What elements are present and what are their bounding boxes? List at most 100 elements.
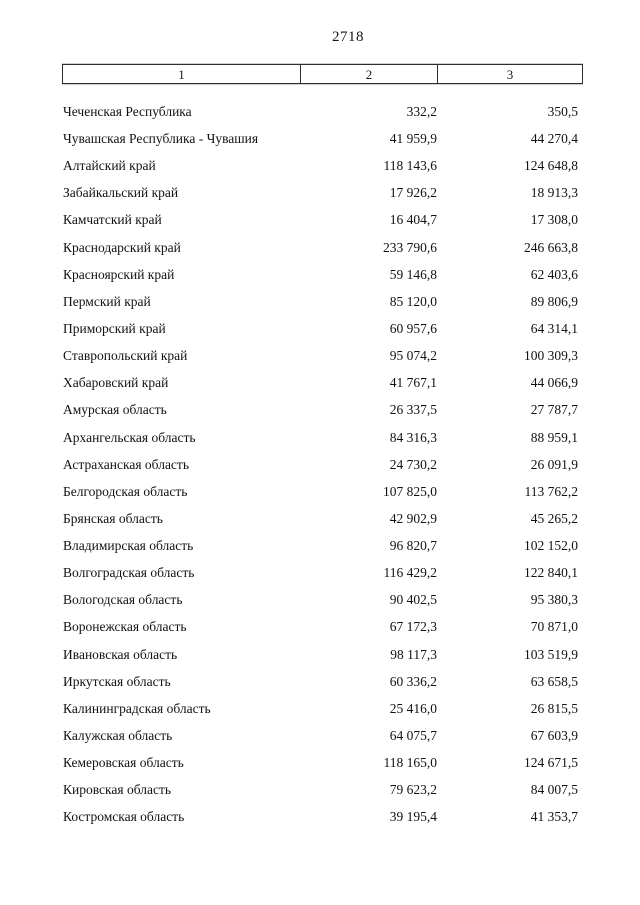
value-col-2: 116 429,2 xyxy=(383,565,438,581)
value-col-3: 44 066,9 xyxy=(530,375,578,391)
value-col-3: 122 840,1 xyxy=(524,565,578,581)
table-row: Волгоградская область 116 429,2 122 840,1 xyxy=(62,559,583,586)
region-name: Кемеровская область xyxy=(63,755,184,771)
region-name: Воронежская область xyxy=(63,619,187,635)
region-name: Красноярский край xyxy=(63,266,175,282)
value-col-3: 26 091,9 xyxy=(530,456,578,472)
value-col-3: 62 403,6 xyxy=(530,266,578,282)
table-row: Приморский край 60 957,6 64 314,1 xyxy=(62,315,583,342)
value-col-2: 16 404,7 xyxy=(389,212,437,228)
value-col-3: 113 762,2 xyxy=(524,483,579,499)
value-col-3: 84 007,5 xyxy=(530,782,578,798)
region-name: Камчатский край xyxy=(63,212,162,228)
table-row: Воронежская область 67 172,3 70 871,0 xyxy=(62,614,583,641)
value-col-2: 25 416,0 xyxy=(389,700,437,716)
value-col-2: 107 825,0 xyxy=(383,483,437,499)
column-header-3: 3 xyxy=(506,66,514,82)
value-col-2: 64 075,7 xyxy=(389,728,437,744)
table-row: Хабаровский край 41 767,1 44 066,9 xyxy=(62,369,583,396)
value-col-3: 67 603,9 xyxy=(530,728,578,744)
table-body: Чеченская Республика 332,2 350,5 Чувашская … xyxy=(62,98,583,831)
value-col-3: 102 152,0 xyxy=(524,538,578,554)
table-row: Пермский край 85 120,0 89 806,9 xyxy=(62,288,583,315)
table-column-header: 1 2 3 xyxy=(62,64,583,84)
table-row: Краснодарский край 233 790,6 246 663,8 xyxy=(62,234,583,261)
value-col-2: 26 337,5 xyxy=(389,402,437,418)
column-header-1: 1 xyxy=(63,65,301,83)
value-col-3: 64 314,1 xyxy=(530,320,578,336)
value-col-3: 41 353,7 xyxy=(530,809,578,825)
region-name: Краснодарский край xyxy=(63,239,181,255)
region-name: Пермский край xyxy=(63,293,151,309)
value-col-2: 90 402,5 xyxy=(389,592,437,608)
value-col-2: 24 730,2 xyxy=(389,456,437,472)
region-name: Чеченская Республика xyxy=(63,103,192,119)
value-col-3: 100 309,3 xyxy=(524,348,578,364)
value-col-2: 41 767,1 xyxy=(389,375,437,391)
region-name: Волгоградская область xyxy=(63,565,195,581)
table-row: Кемеровская область 118 165,0 124 671,5 xyxy=(62,749,583,776)
value-col-2: 79 623,2 xyxy=(389,782,437,798)
region-name: Приморский край xyxy=(63,320,166,336)
table-row: Амурская область 26 337,5 27 787,7 xyxy=(62,397,583,424)
page-number: 2718 xyxy=(332,29,364,45)
table-row: Камчатский край 16 404,7 17 308,0 xyxy=(62,207,583,234)
value-col-2: 60 336,2 xyxy=(389,673,437,689)
region-name: Чувашская Республика - Чувашия xyxy=(63,130,259,146)
region-name: Вологодская область xyxy=(63,592,183,608)
region-name: Калужская область xyxy=(63,728,173,744)
value-col-2: 60 957,6 xyxy=(389,320,437,336)
value-col-3: 88 959,1 xyxy=(530,429,578,445)
table-row: Кировская область 79 623,2 84 007,5 xyxy=(62,777,583,804)
value-col-3: 103 519,9 xyxy=(524,646,578,662)
value-col-2: 118 143,6 xyxy=(383,158,438,174)
value-col-3: 89 806,9 xyxy=(530,293,578,309)
region-name: Ивановская область xyxy=(63,646,178,662)
value-col-2: 84 316,3 xyxy=(389,429,437,445)
region-name: Забайкальский край xyxy=(63,185,179,201)
region-name: Костромская область xyxy=(63,809,185,825)
value-col-2: 233 790,6 xyxy=(383,239,437,255)
table-row: Брянская область 42 902,9 45 265,2 xyxy=(62,505,583,532)
region-name: Владимирская область xyxy=(63,538,194,554)
table-row: Белгородская область 107 825,0 113 762,2 xyxy=(62,478,583,505)
value-col-3: 63 658,5 xyxy=(530,673,578,689)
value-col-2: 98 117,3 xyxy=(390,646,437,662)
value-col-3: 246 663,8 xyxy=(524,239,578,255)
value-col-2: 67 172,3 xyxy=(389,619,437,635)
table-row: Иркутская область 60 336,2 63 658,5 xyxy=(62,668,583,695)
value-col-2: 332,2 xyxy=(406,103,437,119)
table-row: Забайкальский край 17 926,2 18 913,3 xyxy=(62,179,583,206)
table-row: Калининградская область 25 416,0 26 815,5 xyxy=(62,695,583,722)
value-col-2: 17 926,2 xyxy=(389,185,437,201)
value-col-3: 26 815,5 xyxy=(530,700,578,716)
value-col-2: 59 146,8 xyxy=(389,266,437,282)
region-name: Астраханская область xyxy=(63,456,189,472)
region-name: Ставропольский край xyxy=(63,348,188,364)
table-row: Вологодская область 90 402,5 95 380,3 xyxy=(62,587,583,614)
table-row: Ставропольский край 95 074,2 100 309,3 xyxy=(62,342,583,369)
value-col-3: 124 671,5 xyxy=(524,755,578,771)
table-row: Алтайский край 118 143,6 124 648,8 xyxy=(62,152,583,179)
value-col-2: 95 074,2 xyxy=(389,348,437,364)
table-row: Ивановская область 98 117,3 103 519,9 xyxy=(62,641,583,668)
table-row: Чувашская Республика - Чувашия 41 959,9 44… xyxy=(62,125,583,152)
value-col-3: 124 648,8 xyxy=(524,158,578,174)
region-name: Архангельская область xyxy=(63,429,196,445)
value-col-2: 41 959,9 xyxy=(389,130,437,146)
table-row: Архангельская область 84 316,3 88 959,1 xyxy=(62,424,583,451)
table-row: Чеченская Республика 332,2 350,5 xyxy=(62,98,583,125)
table-row: Астраханская область 24 730,2 26 091,9 xyxy=(62,451,583,478)
value-col-2: 85 120,0 xyxy=(389,293,437,309)
value-col-2: 39 195,4 xyxy=(389,809,437,825)
value-col-2: 96 820,7 xyxy=(389,538,437,554)
value-col-3: 44 270,4 xyxy=(530,130,578,146)
column-header-2: 2 xyxy=(301,65,438,83)
region-name: Иркутская область xyxy=(63,673,171,689)
value-col-3: 350,5 xyxy=(547,103,578,119)
value-col-3: 27 787,7 xyxy=(530,402,578,418)
region-name: Алтайский край xyxy=(63,158,156,174)
value-col-2: 42 902,9 xyxy=(389,510,437,526)
value-col-3: 17 308,0 xyxy=(530,212,578,228)
